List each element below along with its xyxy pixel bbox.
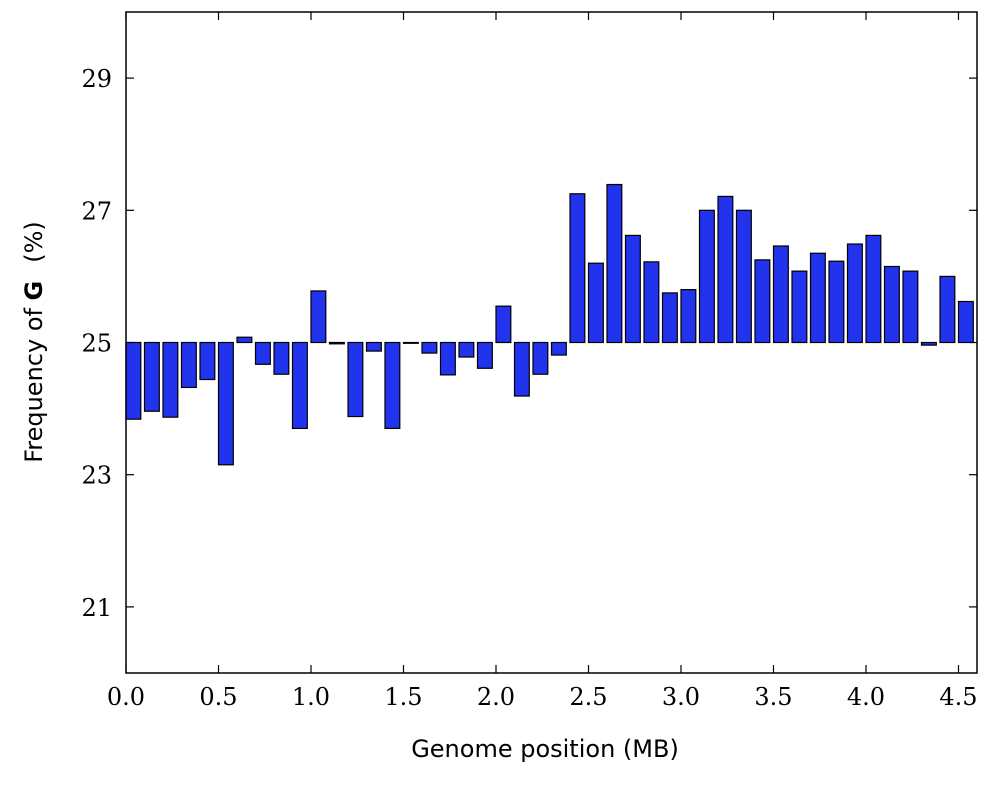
bar xyxy=(569,193,586,344)
bar xyxy=(791,270,808,344)
x-tick-label: 4.5 xyxy=(939,683,977,711)
y-tick-label: 25 xyxy=(81,330,112,358)
bar xyxy=(587,262,604,344)
bar xyxy=(513,341,530,397)
y-axis-label-symbol: G xyxy=(20,281,48,301)
x-tick-label: 1.0 xyxy=(292,683,330,711)
y-tick-label: 27 xyxy=(81,197,112,225)
bar xyxy=(735,209,752,344)
x-tick-label: 1.5 xyxy=(384,683,422,711)
bar xyxy=(532,341,549,375)
bar xyxy=(125,341,142,420)
y-axis: 21 23 25 27 29 xyxy=(81,65,977,622)
bar xyxy=(384,341,401,430)
x-tick-label: 3.0 xyxy=(662,683,700,711)
bar xyxy=(883,265,900,344)
bar xyxy=(865,234,882,344)
bar xyxy=(846,243,863,344)
y-axis-label-prefix: Frequency of xyxy=(20,300,48,462)
bar xyxy=(680,289,697,344)
bar xyxy=(310,290,327,344)
bar xyxy=(421,341,438,354)
bar xyxy=(957,300,974,344)
bar xyxy=(328,341,345,345)
bar xyxy=(939,275,956,344)
bar xyxy=(624,234,641,344)
bar xyxy=(180,341,197,389)
y-tick-label: 23 xyxy=(81,462,112,490)
bar xyxy=(199,341,216,381)
bars-group xyxy=(125,183,974,466)
bar xyxy=(698,209,715,344)
bar xyxy=(828,260,845,344)
x-tick-label: 2.5 xyxy=(569,683,607,711)
y-tick-label: 21 xyxy=(81,594,112,622)
bar xyxy=(365,341,382,352)
bar xyxy=(550,341,567,356)
bar xyxy=(902,270,919,344)
x-tick-label: 4.0 xyxy=(847,683,885,711)
bar xyxy=(643,261,660,344)
bar xyxy=(291,341,308,430)
x-tick-label: 0.5 xyxy=(199,683,237,711)
bar xyxy=(236,336,253,344)
bar xyxy=(809,252,826,344)
bar xyxy=(402,341,419,344)
bar xyxy=(476,341,493,369)
bar xyxy=(143,341,160,412)
bar xyxy=(495,305,512,344)
y-tick-label: 29 xyxy=(81,65,112,93)
bar xyxy=(754,259,771,344)
x-tick-label: 0.0 xyxy=(107,683,145,711)
x-axis: 0.0 0.5 1.0 1.5 2.0 2.5 3.0 3.5 4.0 4.5 xyxy=(107,12,978,711)
bar xyxy=(772,245,789,344)
bar xyxy=(273,341,290,375)
x-tick-label: 2.0 xyxy=(477,683,515,711)
y-axis-label: Frequency of G (%) xyxy=(20,221,48,463)
bar xyxy=(661,292,678,344)
x-tick-label: 3.5 xyxy=(754,683,792,711)
bar xyxy=(717,195,734,344)
bar xyxy=(217,341,234,466)
bar xyxy=(606,183,623,344)
y-axis-label-unit: (%) xyxy=(20,221,48,263)
x-axis-label: Genome position (MB) xyxy=(411,735,679,763)
bar xyxy=(254,341,271,365)
bar xyxy=(162,341,179,418)
bar xyxy=(920,341,937,346)
bar xyxy=(458,341,475,358)
bar xyxy=(347,341,364,418)
bar xyxy=(439,341,456,376)
